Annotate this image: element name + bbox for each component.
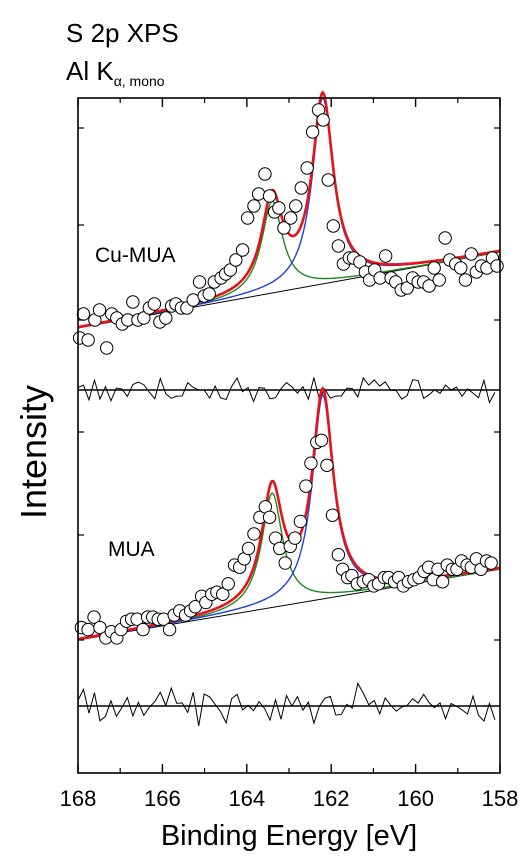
data-point (326, 219, 341, 233)
data-point (81, 622, 95, 637)
data-point (331, 239, 346, 253)
data-point (293, 514, 308, 529)
x-tick-label: 160 (397, 786, 434, 811)
data-point (490, 259, 504, 273)
chart-title-line2: Al Kα, mono (66, 58, 165, 94)
panel-label-1: MUA (108, 538, 155, 561)
x-tick-label: 158 (482, 786, 519, 811)
data-point (192, 275, 207, 289)
source-label: Al K (66, 56, 114, 86)
data-point (283, 211, 298, 225)
data-point (300, 161, 314, 175)
data-point (216, 587, 230, 601)
x-axis-label: Binding Energy [eV] (161, 820, 417, 852)
data-point (258, 167, 272, 181)
fit-envelope-1 (77, 386, 501, 641)
x-tick-label: 166 (144, 786, 181, 811)
data-point (240, 211, 255, 225)
data-point (320, 458, 334, 472)
data-point (304, 456, 318, 470)
data-point (235, 243, 250, 257)
residual-trace-0 (77, 376, 496, 404)
data-point (262, 189, 277, 203)
data-point (438, 231, 452, 245)
data-point (378, 249, 393, 263)
plot-frame (77, 97, 501, 774)
data-point (432, 273, 446, 287)
data-point (241, 541, 256, 556)
data-point (229, 253, 243, 267)
panel-label-0: Cu-MUA (95, 244, 176, 267)
y-axis-label: Intensity (13, 385, 54, 519)
data-point (314, 433, 329, 448)
data-point (331, 548, 346, 562)
residual-trace-1 (77, 682, 496, 727)
data-point (454, 261, 468, 275)
data-point (299, 479, 313, 493)
data-point (305, 125, 320, 139)
data-point (87, 610, 101, 624)
data-point (247, 199, 261, 213)
data-point (202, 287, 216, 301)
data-point (464, 247, 478, 261)
component-peak-162-1 (77, 393, 501, 641)
data-point (427, 261, 441, 275)
data-point (136, 622, 150, 637)
data-point (159, 311, 173, 325)
fit-envelope-0 (77, 90, 501, 329)
data-point (325, 508, 340, 522)
data-point (100, 341, 114, 355)
data-point (221, 577, 235, 591)
data-point (422, 279, 436, 293)
data-point (294, 181, 308, 195)
x-tick-label: 162 (313, 786, 350, 811)
data-point (247, 527, 261, 541)
data-point (435, 575, 450, 589)
data-point (92, 303, 107, 317)
data-point (76, 307, 91, 321)
data-point (321, 173, 335, 187)
data-point (251, 187, 266, 201)
source-subscript: α, mono (113, 73, 165, 89)
data-point (262, 510, 277, 524)
data-point (288, 531, 302, 545)
data-point (126, 295, 140, 309)
data-point (289, 199, 303, 213)
data-point (316, 113, 330, 127)
data-point (162, 622, 177, 637)
chart-title-line1: S 2p XPS (66, 18, 179, 48)
data-point (277, 221, 291, 235)
data-point (278, 556, 292, 570)
data-point (81, 333, 95, 347)
x-tick-label: 168 (60, 786, 97, 811)
data-point (272, 201, 286, 215)
data-point (147, 297, 162, 311)
data-point (458, 273, 473, 287)
x-tick-label: 164 (228, 786, 265, 811)
data-point (484, 556, 498, 570)
